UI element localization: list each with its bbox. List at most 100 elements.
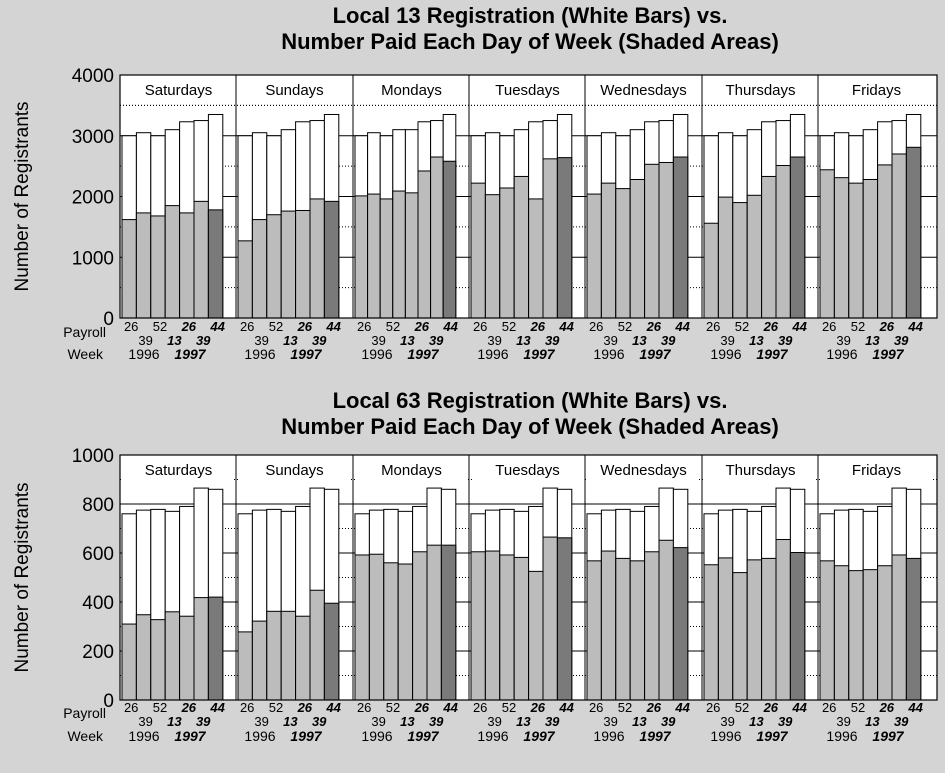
chart-title-line: Local 13 Registration (White Bars) vs. bbox=[333, 3, 728, 28]
year-label-1996: 1996 bbox=[593, 346, 624, 362]
year-label-1997: 1997 bbox=[756, 346, 788, 362]
y-tick-label: 1000 bbox=[72, 446, 114, 467]
week-label: 44 bbox=[558, 319, 574, 334]
paid-bar bbox=[775, 539, 791, 701]
paid-bar bbox=[703, 222, 719, 319]
year-label-1997: 1997 bbox=[872, 728, 904, 744]
paid-bar bbox=[354, 195, 369, 319]
week-label: 52 bbox=[735, 319, 749, 334]
paid-bar bbox=[877, 565, 893, 701]
week-label: 26 bbox=[530, 319, 546, 334]
paid-bar bbox=[266, 610, 282, 701]
paid-bar bbox=[905, 557, 922, 701]
y-tick-label: 800 bbox=[82, 495, 114, 516]
week-label: 39 bbox=[545, 714, 560, 729]
week-label: 26 bbox=[530, 700, 546, 715]
week-label: 39 bbox=[545, 333, 560, 348]
week-label: 52 bbox=[502, 700, 516, 715]
paid-bar bbox=[295, 615, 311, 701]
year-label-1996: 1996 bbox=[361, 728, 392, 744]
week-label: 26 bbox=[822, 700, 836, 715]
week-label: 39 bbox=[429, 333, 444, 348]
paid-bar bbox=[629, 178, 646, 319]
paid-bar bbox=[672, 547, 689, 701]
paid-bar bbox=[542, 158, 558, 319]
year-label-1996: 1996 bbox=[826, 346, 857, 362]
paid-bar bbox=[470, 551, 486, 701]
group-label-bg bbox=[239, 460, 350, 480]
week-label: 26 bbox=[763, 700, 779, 715]
week-label: 52 bbox=[851, 319, 865, 334]
paid-bar bbox=[392, 190, 406, 319]
week-label: 39 bbox=[312, 333, 327, 348]
paid-bar bbox=[323, 200, 340, 319]
group-label: Mondays bbox=[381, 82, 442, 99]
paid-bar bbox=[703, 564, 719, 701]
paid-bar bbox=[833, 177, 850, 319]
paid-bar bbox=[295, 209, 311, 319]
group-label: Wednesdays bbox=[600, 462, 686, 479]
week-label: 26 bbox=[822, 319, 836, 334]
paid-bar bbox=[848, 570, 864, 701]
paid-bar bbox=[848, 182, 864, 319]
x-caption-payroll: Payroll bbox=[63, 324, 106, 340]
paid-bar bbox=[891, 554, 907, 701]
week-label: 52 bbox=[269, 319, 283, 334]
year-label-1997: 1997 bbox=[872, 346, 904, 362]
week-label: 26 bbox=[414, 319, 430, 334]
week-label: 39 bbox=[254, 714, 268, 729]
paid-bar bbox=[644, 551, 660, 701]
week-label: 13 bbox=[400, 714, 415, 729]
group-label: Mondays bbox=[381, 462, 442, 479]
week-label: 39 bbox=[603, 333, 617, 348]
plot-frame bbox=[119, 74, 938, 319]
week-label: 26 bbox=[181, 319, 197, 334]
paid-bar bbox=[193, 597, 209, 701]
paid-bar bbox=[732, 572, 748, 701]
paid-bar bbox=[586, 560, 602, 701]
group-label-bg bbox=[821, 460, 932, 480]
week-label: 26 bbox=[240, 700, 254, 715]
paid-bar bbox=[877, 164, 893, 319]
week-label: 39 bbox=[312, 714, 327, 729]
year-label-1997: 1997 bbox=[756, 728, 788, 744]
y-tick-label: 0 bbox=[103, 691, 114, 712]
week-label: 44 bbox=[907, 319, 923, 334]
paid-bar bbox=[499, 187, 515, 319]
week-label: 39 bbox=[778, 714, 793, 729]
week-label: 39 bbox=[487, 714, 501, 729]
week-label: 52 bbox=[153, 319, 167, 334]
paid-bar bbox=[237, 631, 253, 701]
y-tick-label: 0 bbox=[103, 309, 114, 330]
week-label: 13 bbox=[167, 333, 182, 348]
year-label-1996: 1996 bbox=[477, 346, 508, 362]
paid-bar bbox=[499, 554, 515, 701]
week-label: 13 bbox=[516, 714, 531, 729]
week-label: 39 bbox=[371, 333, 385, 348]
paid-bar bbox=[862, 569, 879, 701]
x-caption-week: Week bbox=[67, 728, 104, 744]
year-label-1996: 1996 bbox=[244, 346, 275, 362]
paid-bar bbox=[368, 553, 385, 701]
group-label: Sundays bbox=[265, 82, 323, 99]
paid-bar bbox=[207, 209, 224, 319]
year-label-1997: 1997 bbox=[407, 346, 439, 362]
group-label-bg bbox=[123, 80, 234, 100]
group-label: Fridays bbox=[852, 82, 901, 99]
paid-bar bbox=[280, 610, 297, 701]
paid-bar bbox=[905, 146, 922, 319]
paid-bar bbox=[717, 196, 734, 319]
week-label: 26 bbox=[297, 319, 313, 334]
week-label: 26 bbox=[473, 319, 487, 334]
year-label-1996: 1996 bbox=[593, 728, 624, 744]
y-tick-label: 400 bbox=[82, 593, 114, 614]
paid-bar bbox=[150, 215, 166, 319]
week-label: 44 bbox=[674, 319, 690, 334]
paid-bar bbox=[237, 240, 253, 319]
year-label-1996: 1996 bbox=[244, 728, 275, 744]
paid-bar bbox=[379, 198, 394, 319]
week-label: 26 bbox=[124, 700, 138, 715]
paid-bar bbox=[135, 614, 152, 701]
